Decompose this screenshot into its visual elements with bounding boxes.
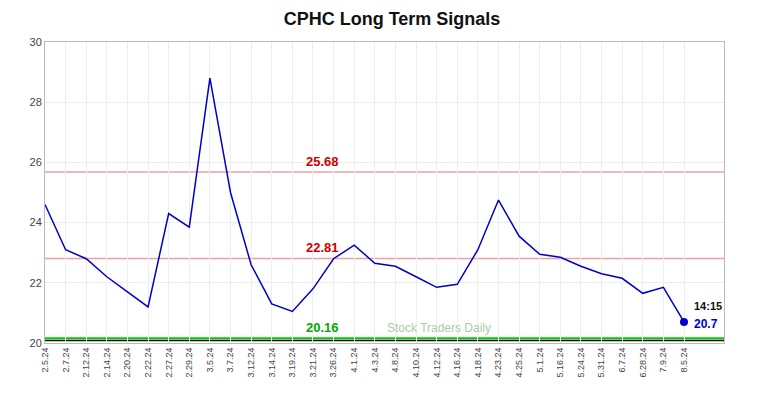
- svg-text:4.8.24: 4.8.24: [390, 348, 400, 373]
- svg-text:8.5.24: 8.5.24: [679, 348, 689, 373]
- svg-text:26: 26: [30, 156, 42, 168]
- svg-text:28: 28: [30, 96, 42, 108]
- svg-text:2.20.24: 2.20.24: [122, 348, 132, 378]
- svg-text:4.25.24: 4.25.24: [514, 348, 524, 378]
- svg-text:5.31.24: 5.31.24: [596, 348, 606, 378]
- svg-text:4.16.24: 4.16.24: [452, 348, 462, 378]
- svg-text:5.24.24: 5.24.24: [576, 348, 586, 378]
- svg-text:4.1.24: 4.1.24: [349, 348, 359, 373]
- svg-text:6.7.24: 6.7.24: [617, 348, 627, 373]
- svg-text:24: 24: [30, 216, 42, 228]
- svg-text:3.5.24: 3.5.24: [205, 348, 215, 373]
- svg-text:25.68: 25.68: [306, 154, 339, 169]
- svg-text:22.81: 22.81: [306, 240, 339, 255]
- svg-text:22: 22: [30, 277, 42, 289]
- svg-text:5.1.24: 5.1.24: [535, 348, 545, 373]
- svg-text:2.14.24: 2.14.24: [102, 348, 112, 378]
- svg-text:30: 30: [30, 36, 42, 48]
- svg-text:4.3.24: 4.3.24: [370, 348, 380, 373]
- svg-text:4.10.24: 4.10.24: [411, 348, 421, 378]
- svg-text:3.21.24: 3.21.24: [308, 348, 318, 378]
- svg-text:2.5.24: 2.5.24: [40, 348, 50, 373]
- svg-text:14:15: 14:15: [694, 300, 722, 312]
- svg-text:Stock Traders Daily: Stock Traders Daily: [387, 321, 491, 335]
- svg-text:4.18.24: 4.18.24: [473, 348, 483, 378]
- svg-text:2.29.24: 2.29.24: [184, 348, 194, 378]
- svg-text:20.7: 20.7: [694, 317, 718, 331]
- svg-text:3.7.24: 3.7.24: [225, 348, 235, 373]
- svg-text:20: 20: [30, 337, 42, 349]
- svg-text:3.26.24: 3.26.24: [329, 348, 339, 378]
- svg-text:6.28.24: 6.28.24: [638, 348, 648, 378]
- svg-text:2.27.24: 2.27.24: [164, 348, 174, 378]
- svg-text:3.19.24: 3.19.24: [287, 348, 297, 378]
- svg-text:3.12.24: 3.12.24: [246, 348, 256, 378]
- svg-text:4.12.24: 4.12.24: [432, 348, 442, 378]
- svg-text:2.12.24: 2.12.24: [81, 348, 91, 378]
- svg-text:CPHC Long Term Signals: CPHC Long Term Signals: [284, 9, 501, 29]
- svg-text:3.14.24: 3.14.24: [267, 348, 277, 378]
- svg-text:2.7.24: 2.7.24: [61, 348, 71, 373]
- svg-text:5.16.24: 5.16.24: [555, 348, 565, 378]
- svg-text:20.16: 20.16: [306, 320, 339, 335]
- svg-text:4.23.24: 4.23.24: [493, 348, 503, 378]
- svg-text:2.22.24: 2.22.24: [143, 348, 153, 378]
- svg-text:7.9.24: 7.9.24: [658, 348, 668, 373]
